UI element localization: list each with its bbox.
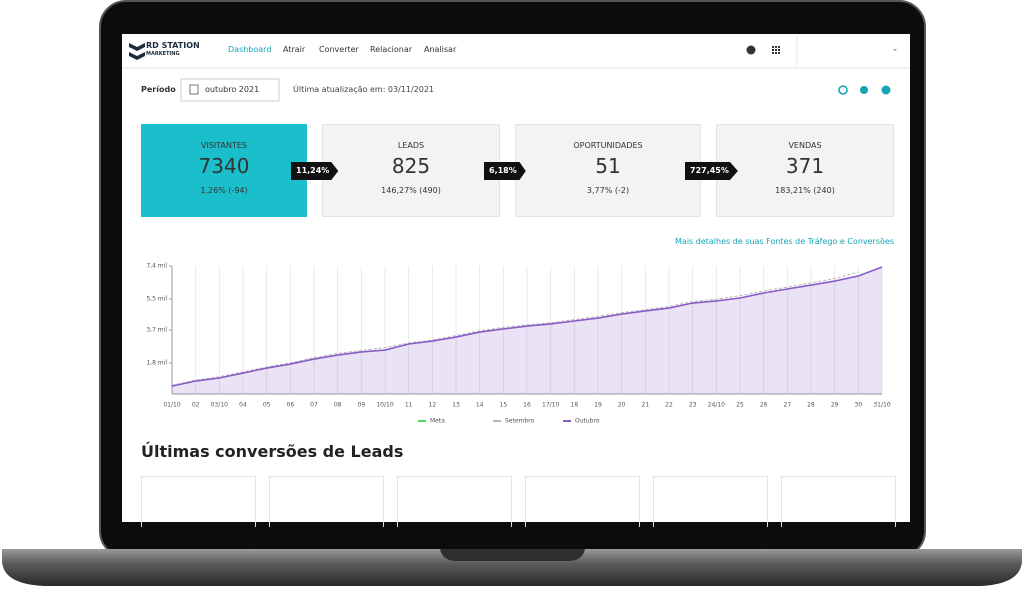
x-tick-label: 24/10 <box>708 402 725 409</box>
x-tick-label: 11 <box>405 402 413 409</box>
x-tick-label: 26 <box>760 402 768 409</box>
details-link[interactable]: Mais detalhes de suas Fontes de Tráfego … <box>675 237 894 246</box>
x-tick-label: 07 <box>310 402 318 409</box>
legend-label: Setembro <box>505 418 535 425</box>
logo-sub: MARKETING <box>146 51 180 57</box>
x-tick-label: 19 <box>594 402 602 409</box>
x-tick-label: 31/10 <box>873 402 890 409</box>
nav-item[interactable]: Dashboard <box>228 45 272 54</box>
logo: RD STATION MARKETING <box>146 42 200 58</box>
logo-text: RD STATION <box>146 41 200 50</box>
card-label: VENDAS <box>788 141 822 150</box>
x-tick-label: 06 <box>287 402 295 409</box>
legend-label: Outubro <box>575 418 600 425</box>
series-line <box>171 271 859 386</box>
card-value: 51 <box>595 154 621 178</box>
card: VISITANTES 7340 1,26% (-94) <box>141 124 307 217</box>
x-tick-label: 17/10 <box>542 402 559 409</box>
nav-item[interactable]: Atrair <box>283 45 306 54</box>
x-tick-label: 08 <box>334 402 342 409</box>
card-value: 825 <box>391 154 431 178</box>
x-tick-label: 25 <box>736 402 744 409</box>
nav-item[interactable]: Analisar <box>424 45 457 54</box>
lead-card <box>525 476 640 527</box>
last-update: Última atualização em: 03/11/2021 <box>293 85 435 94</box>
x-tick-label: 12 <box>429 402 437 409</box>
x-tick-label: 18 <box>571 402 579 409</box>
x-tick-label: 23 <box>689 402 697 409</box>
y-tick-label: 1,8 mil <box>146 359 167 366</box>
lead-card <box>141 476 256 527</box>
card: OPORTUNIDADES 51 3,77% (-2) <box>515 124 701 217</box>
x-tick-label: 15 <box>500 402 508 409</box>
conversion-rate: 11,24% <box>291 162 339 180</box>
card-label: OPORTUNIDADES <box>573 141 643 150</box>
conversion-rate: 727,45% <box>685 162 738 180</box>
y-tick-label: 3,7 mil <box>146 327 167 334</box>
x-tick-label: 30 <box>855 402 863 409</box>
card-change: 1,26% (-94) <box>200 186 248 195</box>
x-tick-label: 27 <box>784 402 792 409</box>
lead-card <box>397 476 512 527</box>
x-tick-label: 14 <box>476 402 484 409</box>
card-label: VISITANTES <box>200 141 247 150</box>
lead-card <box>781 476 896 527</box>
x-tick-label: 20 <box>618 402 626 409</box>
card: LEADS 825 146,27% (490) <box>322 124 500 217</box>
period-label: Período <box>141 85 176 94</box>
x-tick-label: 28 <box>807 402 815 409</box>
card-change: 3,77% (-2) <box>586 186 630 195</box>
y-tick-label: 7,4 mil <box>146 263 167 270</box>
lead-card <box>653 476 768 527</box>
legend-label: Meta <box>430 418 445 425</box>
card-value: 7340 <box>198 154 250 178</box>
x-tick-label: 22 <box>665 402 673 409</box>
section-title: Últimas conversões de Leads <box>141 442 404 461</box>
date-picker[interactable]: outubro 2021 <box>205 85 260 94</box>
conversion-rate: 6,18% <box>484 162 526 180</box>
x-tick-label: 01/10 <box>163 402 180 409</box>
chart: 01/10 02 03/10 04 05 06 07 08 09 10/10 11 12 13 14 15 1… <box>146 263 890 425</box>
x-tick-label: 02 <box>192 402 200 409</box>
x-tick-label: 09 <box>358 402 366 409</box>
card-change: 183,21% (240) <box>775 186 835 195</box>
card-change: 146,27% (490) <box>381 186 441 195</box>
x-tick-label: 13 <box>452 402 460 409</box>
series-line <box>171 266 883 387</box>
x-tick-label: 05 <box>263 402 271 409</box>
x-tick-label: 16 <box>523 402 531 409</box>
x-tick-label: 29 <box>831 402 839 409</box>
x-tick-label: 03/10 <box>211 402 228 409</box>
nav-item[interactable]: Converter <box>319 45 359 54</box>
lead-card <box>269 476 384 527</box>
card: VENDAS 371 183,21% (240) <box>716 124 894 217</box>
x-tick-label: 04 <box>239 402 247 409</box>
card-value: 371 <box>785 154 825 178</box>
x-tick-label: 21 <box>642 402 650 409</box>
nav-item[interactable]: Relacionar <box>370 45 413 54</box>
card-label: LEADS <box>397 141 425 150</box>
area-fill <box>172 267 882 394</box>
x-tick-label: 10/10 <box>376 402 393 409</box>
y-tick-label: 5,5 mil <box>146 295 167 302</box>
